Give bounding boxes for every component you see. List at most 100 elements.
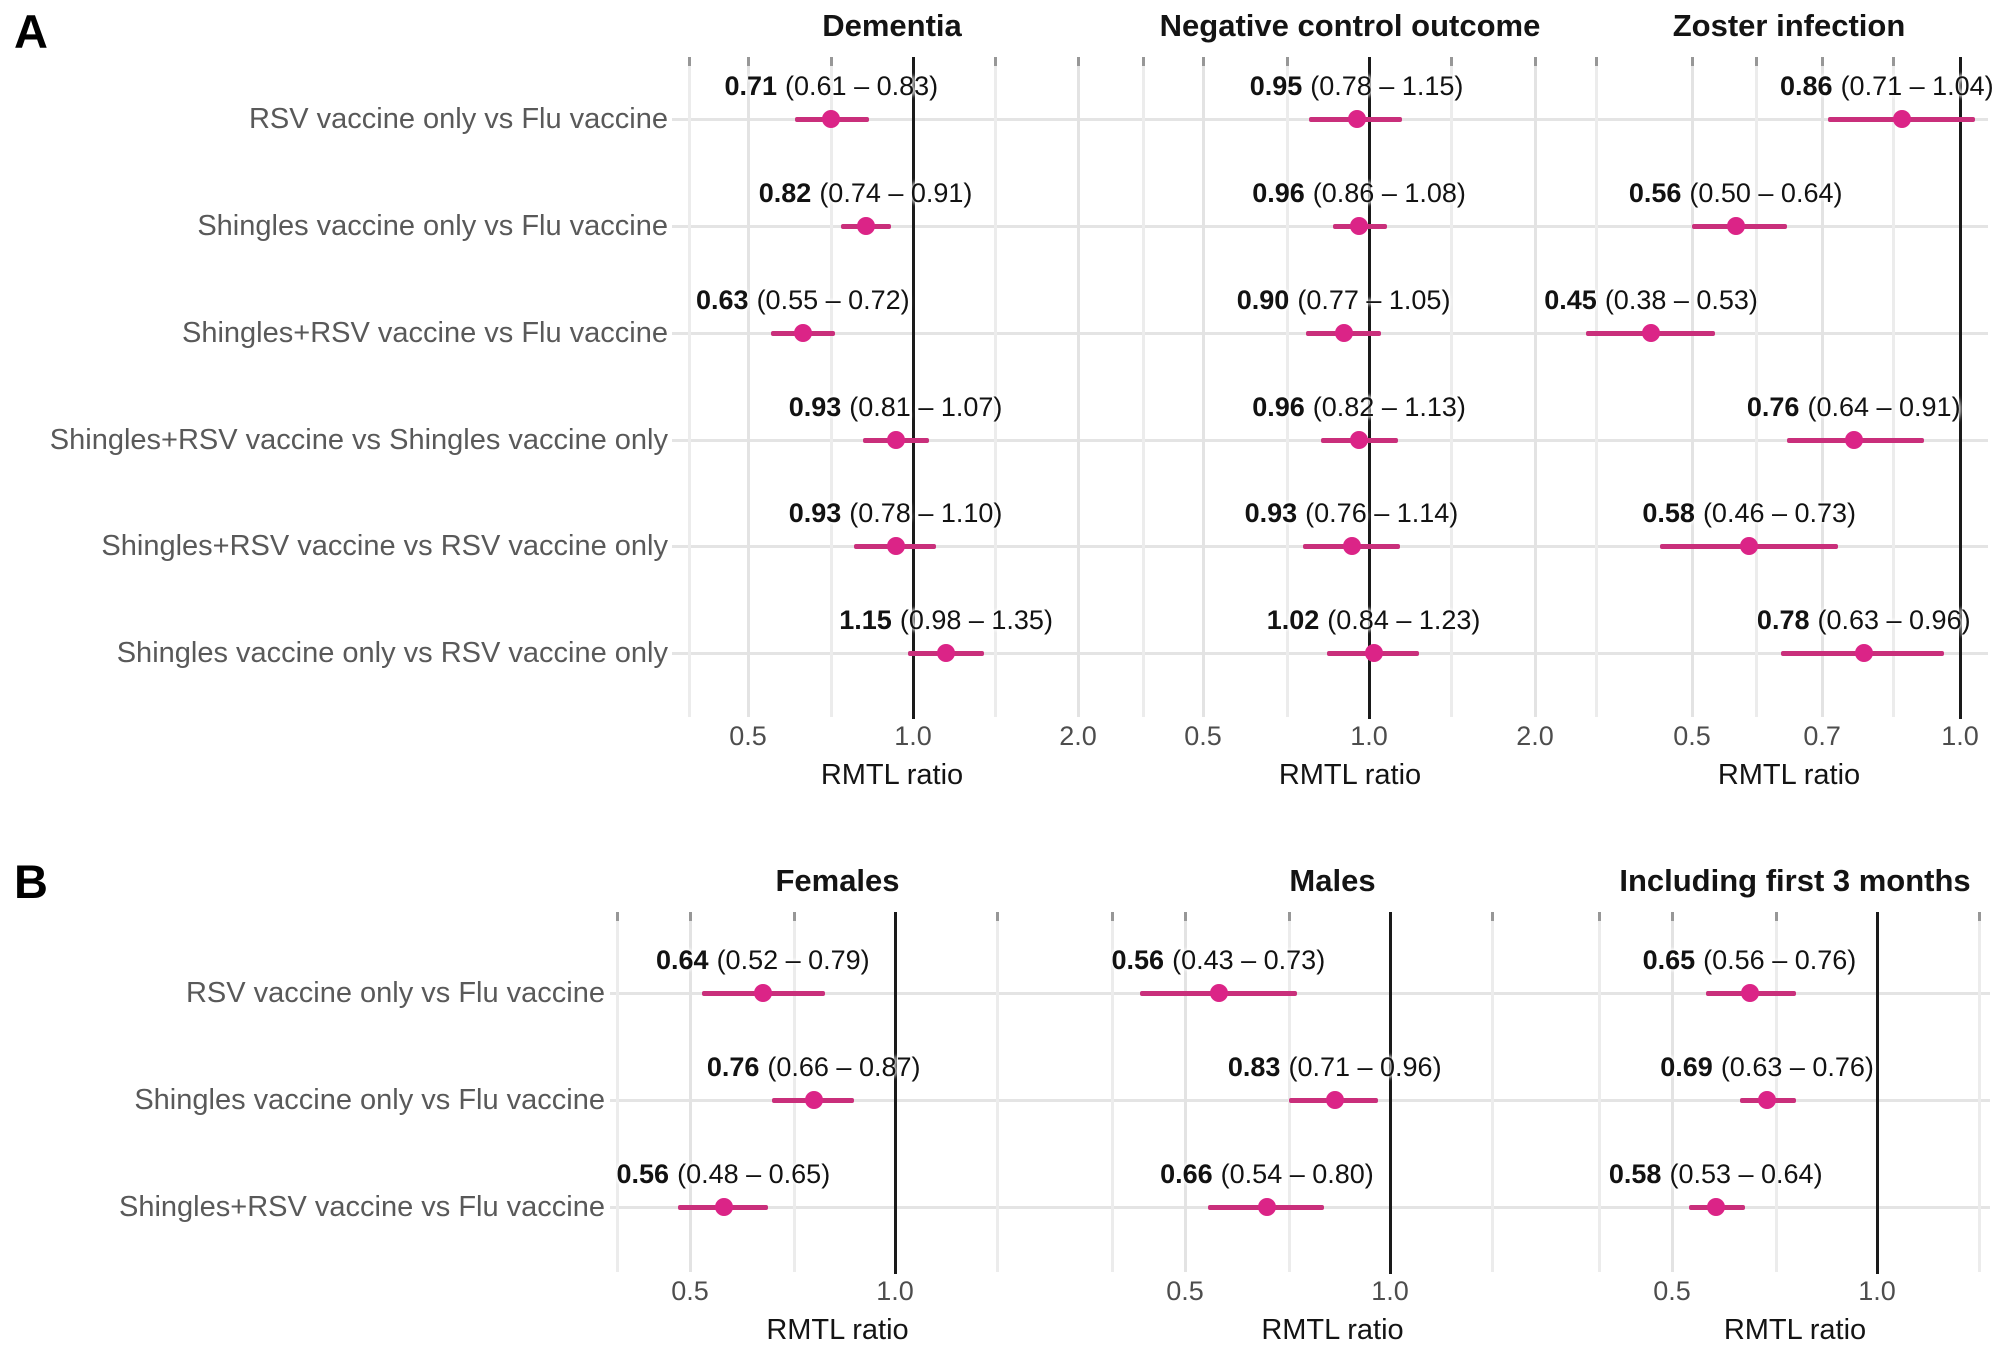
x-minor-gridline [687, 57, 691, 717]
value-label: 0.45 (0.38 – 0.53) [1544, 284, 1758, 316]
reference-line [1875, 912, 1879, 1274]
value-ci: (0.63 – 0.96) [1817, 605, 1971, 635]
x-minor-gridline [615, 912, 619, 1272]
x-top-tick [747, 57, 750, 66]
reference-line [1367, 57, 1371, 719]
value-ci: (0.84 – 1.23) [1327, 605, 1481, 635]
x-minor-gridline [1285, 57, 1289, 717]
value-estimate: 1.15 [839, 605, 892, 635]
value-estimate: 0.76 [1746, 392, 1800, 422]
value-estimate: 0.76 [706, 1052, 760, 1082]
point-marker [886, 537, 905, 555]
value-ci: (0.52 – 0.79) [716, 945, 870, 975]
x-top-tick [995, 912, 999, 921]
point-marker [1854, 644, 1873, 662]
row-label: RSV vaccine only vs Flu vaccine [248, 103, 668, 135]
x-axis-title: RMTL ratio [1717, 759, 1861, 791]
point-marker [754, 984, 772, 1002]
x-top-tick [1671, 912, 1674, 921]
x-top-tick [993, 57, 997, 66]
point-marker [822, 110, 841, 128]
x-top-tick [1977, 912, 1981, 921]
x-axis-title: RMTL ratio [1723, 1314, 1867, 1345]
reference-line [911, 57, 915, 719]
x-tick-label: 1.0 [1350, 721, 1388, 751]
point-marker [1706, 1198, 1725, 1216]
column-title: Negative control outcome [1159, 8, 1541, 43]
value-label: 0.93 (0.78 – 1.10) [789, 497, 1003, 529]
x-tick-label: 0.5 [1673, 721, 1711, 751]
x-major-gridline [1671, 912, 1674, 1272]
column-title: Including first 3 months [1619, 863, 1971, 898]
reference-line [1388, 912, 1392, 1274]
point-marker [1350, 431, 1369, 449]
panel-a-letter: A [14, 5, 48, 58]
x-tick-label: 1.0 [1941, 721, 1979, 751]
value-ci: (0.55 – 0.72) [756, 285, 910, 315]
value-ci: (0.82 – 1.13) [1312, 392, 1466, 422]
point-marker [1740, 537, 1759, 555]
value-label: 0.63 (0.55 – 0.72) [696, 284, 910, 316]
x-top-tick [1754, 57, 1758, 66]
reference-line [1958, 57, 1962, 719]
value-label: 0.76 (0.66 – 0.87) [707, 1051, 921, 1083]
panel-b-letter: B [14, 855, 48, 908]
value-ci: (0.77 – 1.05) [1297, 285, 1451, 315]
x-tick-label: 0.5 [1184, 721, 1222, 751]
x-tick-label: 0.7 [1803, 721, 1841, 751]
value-ci: (0.63 – 0.76) [1720, 1052, 1874, 1082]
x-major-gridline [1821, 57, 1825, 717]
x-minor-gridline [1450, 57, 1454, 717]
point-marker [714, 1198, 733, 1216]
row-label: Shingles vaccine only vs Flu vaccine [197, 210, 668, 242]
x-tick-label: 0.5 [1653, 1276, 1691, 1306]
point-marker [1844, 431, 1863, 449]
x-minor-gridline [1490, 912, 1494, 1272]
value-estimate: 0.58 [1642, 498, 1695, 528]
value-label: 0.66 (0.54 – 0.80) [1160, 1158, 1374, 1190]
value-label: 0.78 (0.63 – 0.96) [1757, 604, 1971, 636]
point-marker [1209, 984, 1228, 1002]
x-top-tick [1285, 57, 1289, 66]
point-marker [1726, 217, 1745, 235]
value-estimate: 0.63 [696, 285, 749, 315]
point-marker [1642, 324, 1661, 342]
x-top-tick [1891, 57, 1895, 66]
value-estimate: 0.78 [1756, 605, 1810, 635]
value-label: 0.65 (0.56 – 0.76) [1643, 944, 1857, 976]
x-minor-gridline [1754, 57, 1758, 717]
point-marker [1258, 1198, 1277, 1216]
value-estimate: 0.93 [788, 498, 842, 528]
x-top-tick [1110, 912, 1114, 921]
row-label: Shingles+RSV vaccine vs Flu vaccine [182, 317, 668, 349]
x-tick-label: 0.5 [671, 1276, 709, 1306]
x-tick-label: 2.0 [1059, 721, 1097, 751]
value-label: 0.90 (0.77 – 1.05) [1237, 284, 1451, 316]
x-top-tick [1691, 57, 1694, 66]
x-tick-label: 2.0 [1516, 721, 1554, 751]
value-label: 0.64 (0.52 – 0.79) [656, 944, 870, 976]
x-top-tick [1774, 912, 1778, 921]
value-estimate: 0.56 [1111, 945, 1165, 975]
value-label: 0.96 (0.82 – 1.13) [1252, 391, 1466, 423]
x-axis-title: RMTL ratio [1261, 1314, 1404, 1345]
x-major-gridline [1077, 57, 1080, 717]
x-major-gridline [1534, 57, 1537, 717]
point-marker [1758, 1091, 1777, 1109]
value-label: 0.96 (0.86 – 1.08) [1252, 177, 1466, 209]
x-minor-gridline [1142, 57, 1146, 717]
value-label: 0.58 (0.46 – 0.73) [1642, 497, 1856, 529]
row-gridline [672, 225, 1988, 228]
value-estimate: 0.69 [1660, 1052, 1713, 1082]
value-label: 0.86 (0.71 – 1.04) [1780, 70, 1994, 102]
x-axis-title: RMTL ratio [1278, 759, 1422, 791]
x-top-tick [687, 57, 691, 66]
value-label: 0.56 (0.50 – 0.64) [1629, 177, 1843, 209]
value-label: 0.69 (0.63 – 0.76) [1660, 1051, 1874, 1083]
value-estimate: 0.56 [1628, 178, 1682, 208]
point-marker [1740, 984, 1759, 1002]
x-top-tick [689, 912, 692, 921]
value-ci: (0.71 – 1.04) [1840, 71, 1994, 101]
x-top-tick [1597, 912, 1601, 921]
x-minor-gridline [1597, 912, 1601, 1272]
